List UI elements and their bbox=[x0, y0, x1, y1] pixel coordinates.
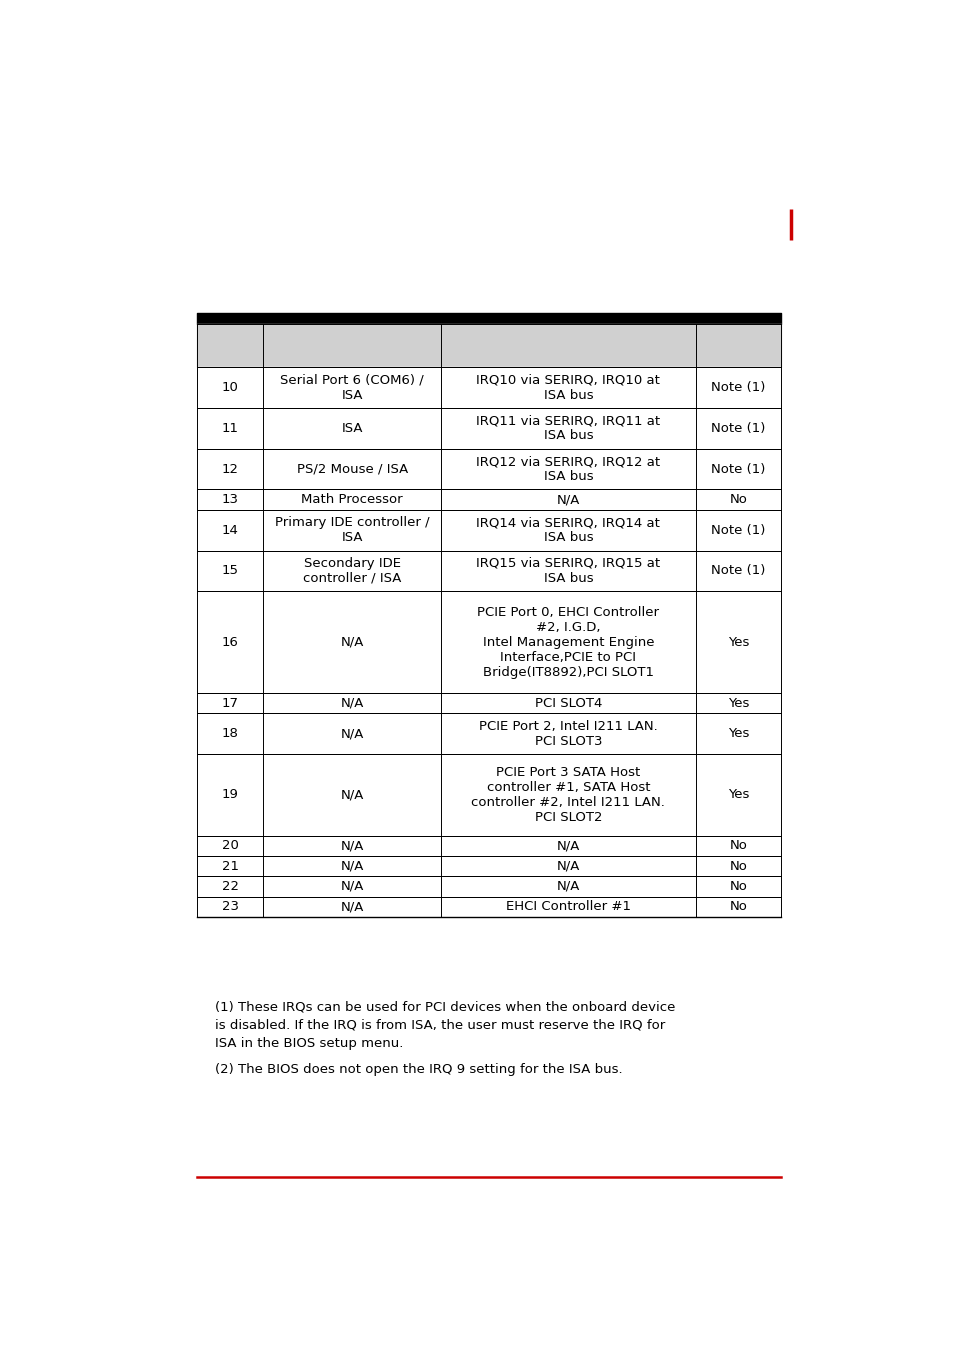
Text: 16: 16 bbox=[221, 635, 238, 649]
Text: No: No bbox=[729, 900, 746, 914]
Text: 17: 17 bbox=[221, 696, 238, 710]
Text: 13: 13 bbox=[221, 493, 238, 506]
Text: 20: 20 bbox=[221, 840, 238, 852]
Text: IRQ15 via SERIRQ, IRQ15 at
ISA bus: IRQ15 via SERIRQ, IRQ15 at ISA bus bbox=[476, 557, 659, 585]
Text: 14: 14 bbox=[221, 523, 238, 537]
Text: Serial Port 6 (COM6) /
ISA: Serial Port 6 (COM6) / ISA bbox=[280, 373, 423, 402]
Text: Secondary IDE
controller / ISA: Secondary IDE controller / ISA bbox=[303, 557, 401, 585]
Text: Yes: Yes bbox=[727, 727, 748, 741]
Text: PCIE Port 2, Intel I211 LAN.
PCI SLOT3: PCIE Port 2, Intel I211 LAN. PCI SLOT3 bbox=[478, 719, 657, 748]
Text: N/A: N/A bbox=[340, 880, 363, 892]
Text: Note (1): Note (1) bbox=[711, 564, 765, 577]
Text: N/A: N/A bbox=[340, 696, 363, 710]
Text: PS/2 Mouse / ISA: PS/2 Mouse / ISA bbox=[296, 462, 407, 476]
Text: 11: 11 bbox=[221, 422, 238, 435]
Text: 22: 22 bbox=[221, 880, 238, 892]
Text: No: No bbox=[729, 840, 746, 852]
Text: N/A: N/A bbox=[557, 880, 579, 892]
Text: N/A: N/A bbox=[340, 860, 363, 872]
Text: Yes: Yes bbox=[727, 696, 748, 710]
Text: No: No bbox=[729, 880, 746, 892]
Text: N/A: N/A bbox=[557, 860, 579, 872]
Text: Primary IDE controller /
ISA: Primary IDE controller / ISA bbox=[274, 516, 429, 545]
Text: N/A: N/A bbox=[340, 900, 363, 914]
Text: IRQ10 via SERIRQ, IRQ10 at
ISA bus: IRQ10 via SERIRQ, IRQ10 at ISA bus bbox=[476, 373, 659, 402]
Text: Note (1): Note (1) bbox=[711, 462, 765, 476]
Text: 15: 15 bbox=[221, 564, 238, 577]
Text: Math Processor: Math Processor bbox=[301, 493, 402, 506]
Text: ISA: ISA bbox=[341, 422, 362, 435]
Text: N/A: N/A bbox=[557, 840, 579, 852]
Text: 23: 23 bbox=[221, 900, 238, 914]
Text: Note (1): Note (1) bbox=[711, 381, 765, 395]
Text: Note (1): Note (1) bbox=[711, 422, 765, 435]
Text: 19: 19 bbox=[221, 788, 238, 802]
Text: (1) These IRQs can be used for PCI devices when the onboard device
is disabled. : (1) These IRQs can be used for PCI devic… bbox=[215, 1000, 675, 1051]
Text: Yes: Yes bbox=[727, 635, 748, 649]
Text: PCIE Port 0, EHCI Controller
#2, I.G.D,
Intel Management Engine
Interface,PCIE t: PCIE Port 0, EHCI Controller #2, I.G.D, … bbox=[476, 606, 659, 679]
Text: N/A: N/A bbox=[340, 840, 363, 852]
Text: No: No bbox=[729, 493, 746, 506]
Text: IRQ11 via SERIRQ, IRQ11 at
ISA bus: IRQ11 via SERIRQ, IRQ11 at ISA bus bbox=[476, 415, 659, 442]
Text: 10: 10 bbox=[221, 381, 238, 395]
Text: PCI SLOT4: PCI SLOT4 bbox=[535, 696, 601, 710]
Text: 21: 21 bbox=[221, 860, 238, 872]
Text: N/A: N/A bbox=[340, 635, 363, 649]
Text: (2) The BIOS does not open the IRQ 9 setting for the ISA bus.: (2) The BIOS does not open the IRQ 9 set… bbox=[215, 1063, 622, 1076]
Text: 18: 18 bbox=[221, 727, 238, 741]
Text: No: No bbox=[729, 860, 746, 872]
Text: EHCI Controller #1: EHCI Controller #1 bbox=[505, 900, 630, 914]
Text: IRQ14 via SERIRQ, IRQ14 at
ISA bus: IRQ14 via SERIRQ, IRQ14 at ISA bus bbox=[476, 516, 659, 545]
Text: N/A: N/A bbox=[557, 493, 579, 506]
Text: IRQ12 via SERIRQ, IRQ12 at
ISA bus: IRQ12 via SERIRQ, IRQ12 at ISA bus bbox=[476, 456, 659, 483]
Text: PCIE Port 3 SATA Host
controller #1, SATA Host
controller #2, Intel I211 LAN.
PC: PCIE Port 3 SATA Host controller #1, SAT… bbox=[471, 765, 664, 823]
Text: 12: 12 bbox=[221, 462, 238, 476]
Text: Yes: Yes bbox=[727, 788, 748, 802]
Text: N/A: N/A bbox=[340, 788, 363, 802]
Text: Note (1): Note (1) bbox=[711, 523, 765, 537]
Text: N/A: N/A bbox=[340, 727, 363, 741]
